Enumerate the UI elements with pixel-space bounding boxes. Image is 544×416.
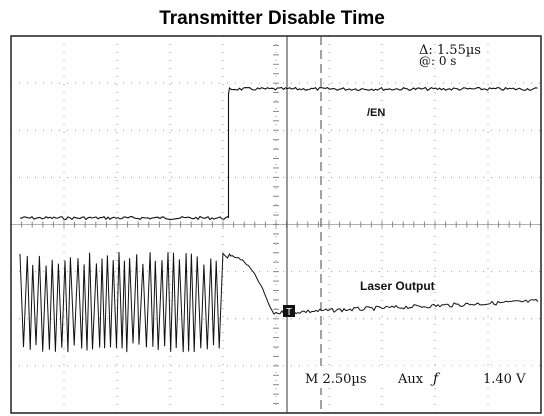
- en-trace-label: /EN: [367, 107, 385, 119]
- trigger-source-readout: Aux: [397, 372, 424, 387]
- delta-readout: Δ: 1.55µs: [419, 43, 481, 58]
- trigger-level-readout: 1.40 V: [483, 372, 526, 387]
- svg-text:T: T: [286, 307, 292, 318]
- laser-output-label: Laser Output: [360, 279, 435, 293]
- laser-output-trace: [19, 251, 539, 353]
- trigger-slope-readout: ƒ: [430, 371, 441, 387]
- scope-grid: [10, 35, 541, 413]
- ground-marker: T: [283, 305, 295, 318]
- timebase-readout: M 2.50µs: [305, 372, 367, 387]
- chart-title: Transmitter Disable Time: [159, 8, 385, 29]
- scope-frame: [10, 35, 542, 414]
- en-trace: [19, 86, 538, 221]
- status-readout-bg: [302, 366, 540, 388]
- at-readout: @: 0 s: [419, 54, 456, 68]
